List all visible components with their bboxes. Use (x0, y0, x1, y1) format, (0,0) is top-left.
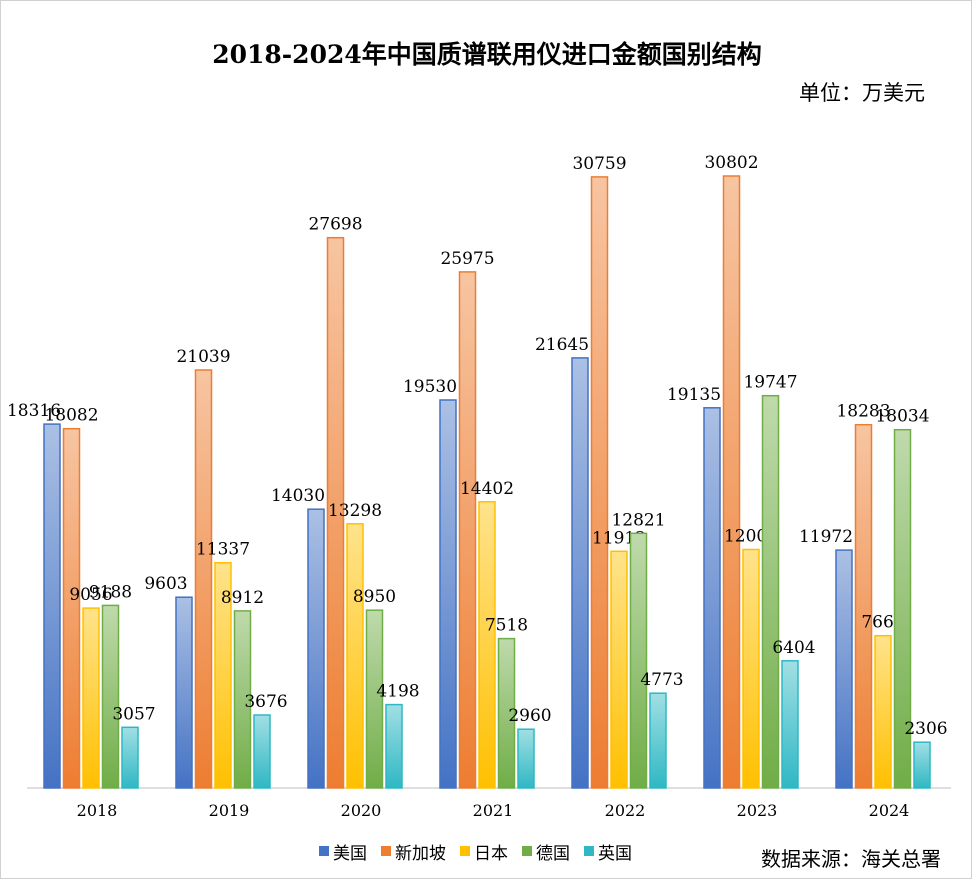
data-label: 25975 (440, 249, 494, 269)
bar (835, 549, 853, 789)
bar (854, 423, 873, 789)
x-tick-label: 2021 (473, 801, 514, 820)
bar (590, 176, 609, 789)
bar (722, 175, 741, 789)
legend-swatch (319, 846, 329, 856)
data-label: 19135 (667, 385, 721, 405)
bar (874, 634, 892, 789)
bar (761, 394, 780, 789)
data-source: 数据来源：海关总署 (761, 847, 941, 871)
legend-swatch (522, 846, 532, 856)
legend-label: 美国 (333, 843, 367, 864)
data-label: 4198 (376, 682, 419, 702)
data-label: 8912 (221, 588, 264, 608)
bar (43, 423, 61, 789)
legend-swatch (584, 846, 594, 856)
bar (326, 236, 345, 789)
x-tick-label: 2018 (77, 801, 118, 820)
bar (253, 714, 271, 789)
data-label: 9056 (69, 585, 112, 605)
data-label: 18316 (7, 401, 61, 421)
bar (742, 548, 760, 789)
x-tick-label: 2024 (869, 801, 910, 820)
legend-swatch (381, 846, 391, 856)
data-label: 30802 (704, 153, 758, 173)
data-label: 13298 (328, 501, 382, 521)
x-tick-label: 2023 (737, 801, 778, 820)
bar (781, 660, 799, 789)
legend-item: 新加坡 (381, 839, 446, 864)
data-label: 19530 (403, 377, 457, 397)
bar (101, 604, 120, 789)
data-label: 2306 (904, 719, 947, 739)
bar (121, 726, 139, 789)
legend: 美国 新加坡 日本 德国 英国 (319, 839, 632, 864)
data-label: 3057 (112, 704, 155, 724)
bar (214, 561, 232, 789)
data-label: 14402 (460, 479, 514, 499)
data-label: 2960 (508, 706, 551, 726)
bar (893, 428, 912, 789)
data-label: 21039 (176, 347, 230, 367)
data-label: 18082 (44, 406, 98, 426)
x-tick-label: 2019 (209, 801, 250, 820)
data-label: 8950 (353, 587, 396, 607)
bar (233, 610, 252, 789)
data-label: 21645 (535, 335, 589, 355)
chart-title: 2018-2024年中国质谱联用仪进口金额国别结构 (212, 40, 762, 69)
bar (365, 609, 384, 789)
data-label: 7518 (485, 616, 528, 636)
data-label: 19747 (743, 373, 797, 393)
data-label: 14030 (271, 486, 325, 506)
bar (307, 508, 325, 789)
data-label: 11337 (196, 540, 250, 560)
data-label: 9188 (89, 582, 132, 602)
data-label: 27698 (308, 215, 362, 235)
bar (649, 692, 667, 789)
legend-item: 美国 (319, 839, 367, 864)
bar (439, 399, 457, 789)
bar (62, 427, 81, 789)
unit-label: 单位：万美元 (799, 81, 925, 105)
bar (517, 728, 535, 789)
bar (194, 369, 213, 789)
legend-item: 英国 (584, 839, 632, 864)
bar (913, 741, 931, 789)
legend-item: 日本 (460, 839, 508, 864)
data-label: 12821 (611, 510, 665, 530)
bar (571, 357, 589, 789)
bar (82, 607, 100, 789)
bar (629, 532, 648, 789)
bar (346, 523, 364, 789)
legend-label: 德国 (536, 843, 570, 864)
bar (610, 550, 628, 789)
legend-label: 日本 (474, 843, 508, 864)
legend-item: 德国 (522, 839, 570, 864)
x-tick-label: 2020 (341, 801, 382, 820)
legend-swatch (460, 846, 470, 856)
bar (478, 501, 496, 789)
data-label: 6404 (772, 638, 815, 658)
bar (385, 703, 403, 789)
data-label: 18034 (875, 407, 929, 427)
bar (703, 407, 721, 789)
bar (458, 271, 477, 789)
legend-label: 英国 (598, 843, 632, 864)
x-tick-label: 2022 (605, 801, 646, 820)
data-label: 9603 (144, 574, 187, 594)
bar (497, 637, 516, 789)
data-label: 18283 (836, 402, 890, 422)
legend-label: 新加坡 (395, 843, 446, 864)
data-label: 3676 (244, 692, 287, 712)
data-label: 11972 (799, 527, 853, 547)
bar (175, 596, 193, 789)
data-label: 30759 (572, 154, 626, 174)
data-label: 4773 (640, 670, 683, 690)
